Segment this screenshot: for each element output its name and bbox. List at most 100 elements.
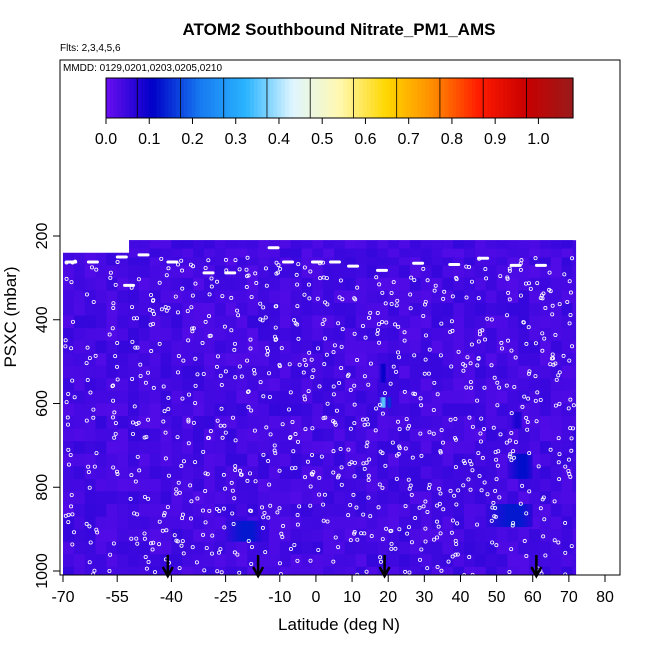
sample-marker — [207, 334, 212, 339]
sample-marker — [115, 471, 120, 476]
sample-marker — [421, 266, 426, 271]
heatmap-cell — [529, 248, 541, 258]
sample-marker — [189, 305, 194, 310]
sample-marker — [469, 462, 474, 467]
heatmap-cell — [539, 566, 552, 575]
colorbar-segment — [292, 78, 298, 118]
sample-marker — [524, 553, 529, 558]
heatmap-cell — [149, 303, 162, 317]
sample-marker — [245, 274, 250, 279]
heatmap-cell — [95, 491, 107, 505]
sample-marker — [557, 452, 562, 457]
sample-marker — [237, 364, 242, 369]
heatmap-cell — [388, 290, 400, 304]
heatmap-cell — [171, 248, 183, 258]
sample-marker — [403, 446, 408, 451]
sample-marker — [563, 464, 568, 469]
heatmap-cell — [149, 554, 162, 568]
heatmap-cell — [377, 378, 389, 392]
sample-marker — [437, 501, 442, 506]
heatmap-cell — [496, 466, 508, 480]
heatmap-cell — [225, 466, 237, 480]
heatmap-cell — [355, 416, 368, 430]
sample-marker — [571, 403, 576, 408]
heatmap-cell — [366, 315, 378, 329]
heatmap-cell — [203, 491, 216, 505]
heatmap-cell — [334, 453, 346, 467]
heatmap-cell — [182, 516, 194, 530]
heatmap-cell — [388, 466, 400, 480]
heatmap-cell — [312, 566, 324, 575]
heatmap-cell — [84, 315, 97, 329]
heatmap-cell — [247, 353, 259, 367]
heatmap-cell — [453, 252, 465, 266]
sample-marker — [93, 353, 98, 358]
heatmap-cell — [409, 403, 422, 417]
heatmap-cell — [323, 248, 335, 258]
sample-marker — [403, 504, 408, 509]
heatmap-cell — [247, 478, 259, 492]
sample-marker — [423, 539, 428, 544]
sample-marker — [295, 304, 300, 309]
heatmap-cell — [561, 504, 573, 518]
heatmap-cell — [63, 453, 75, 467]
sample-marker — [509, 547, 514, 552]
heatmap-cell — [63, 303, 75, 317]
heatmap-cell — [128, 554, 140, 568]
heatmap-cell — [128, 478, 140, 492]
heatmap-cell — [453, 441, 465, 455]
sample-marker — [368, 361, 373, 366]
heatmap-cell — [106, 340, 118, 354]
sample-marker — [71, 530, 76, 535]
heatmap-cell — [485, 353, 498, 367]
sample-marker — [389, 528, 394, 533]
sample-marker — [111, 541, 116, 546]
sample-marker — [493, 505, 498, 510]
sample-marker — [423, 357, 428, 362]
sample-marker — [478, 431, 483, 436]
heatmap-cell — [366, 441, 378, 455]
sample-marker — [566, 468, 571, 473]
heatmap-cell — [496, 277, 508, 291]
heatmap-cell — [268, 541, 281, 555]
heatmap-cell — [323, 478, 335, 492]
heatmap-cell — [84, 328, 97, 342]
sample-marker — [548, 447, 553, 452]
heatmap-cell — [63, 416, 75, 430]
sample-marker — [469, 385, 474, 390]
sample-marker — [219, 406, 224, 411]
sample-marker — [296, 336, 301, 341]
colorbar-segment — [176, 78, 181, 118]
heatmap-cell — [561, 265, 573, 279]
heatmap-cell — [409, 353, 422, 367]
sample-marker — [463, 363, 468, 368]
heatmap-cell — [258, 416, 270, 430]
sample-marker — [476, 296, 481, 301]
heatmap-cell — [323, 491, 335, 505]
sample-marker — [509, 348, 514, 353]
heatmap-cell — [420, 478, 433, 492]
heatmap-cell — [290, 365, 302, 379]
heatmap-cell — [529, 504, 541, 518]
heatmap-cell — [301, 529, 313, 543]
heatmap-cell — [84, 453, 97, 467]
heatmap-cell — [344, 277, 357, 291]
heatmap-cell — [73, 466, 86, 480]
sample-marker — [70, 378, 75, 383]
heatmap-cell — [399, 240, 411, 250]
sample-marker — [522, 394, 527, 399]
heatmap-cell — [279, 353, 292, 367]
heatmap-cell — [117, 466, 129, 480]
sample-marker — [432, 288, 437, 293]
sample-marker — [337, 381, 342, 386]
sample-marker — [190, 545, 195, 550]
sample-marker — [568, 426, 573, 431]
sample-marker — [538, 506, 543, 511]
sample-marker — [553, 333, 558, 338]
sample-marker — [264, 425, 269, 430]
heatmap-cell — [377, 453, 389, 467]
heatmap-cell — [344, 541, 357, 555]
sample-marker — [453, 465, 458, 470]
heatmap-cell — [138, 416, 151, 430]
heatmap-cell — [377, 277, 389, 291]
